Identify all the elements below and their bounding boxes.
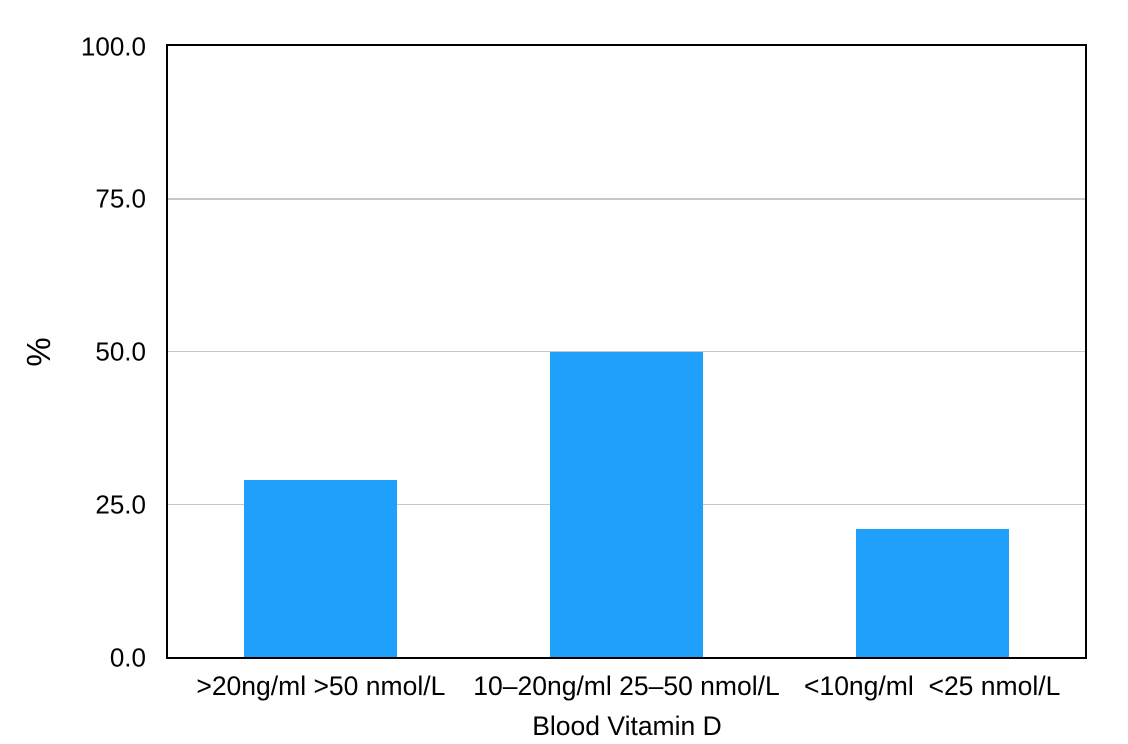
- x-tick-label: 10–20ng/ml 25–50 nmol/L: [473, 671, 780, 701]
- bar: [244, 479, 398, 657]
- x-axis-title: Blood Vitamin D: [532, 711, 722, 741]
- bar: [855, 528, 1009, 657]
- x-tick-label: >20ng/ml >50 nmol/L: [196, 671, 446, 701]
- y-tick-label: 0.0: [109, 642, 146, 672]
- y-axis-tick-labels: 0.0 25.0 50.0 75.0 100.0: [0, 31, 146, 672]
- x-axis-tick-labels: >20ng/ml >50 nmol/L 10–20ng/ml 25–50 nmol…: [168, 671, 1085, 703]
- y-tick-label: 25.0: [95, 489, 146, 520]
- y-tick-label: 100.0: [80, 31, 146, 61]
- gridline: [168, 198, 1085, 200]
- y-tick-label: 75.0: [95, 183, 146, 214]
- bar: [550, 351, 703, 657]
- x-tick-label: <10ng/ml <25 nmol/L: [803, 671, 1061, 701]
- plot-area: [166, 44, 1087, 659]
- y-tick-label: 50.0: [95, 336, 146, 367]
